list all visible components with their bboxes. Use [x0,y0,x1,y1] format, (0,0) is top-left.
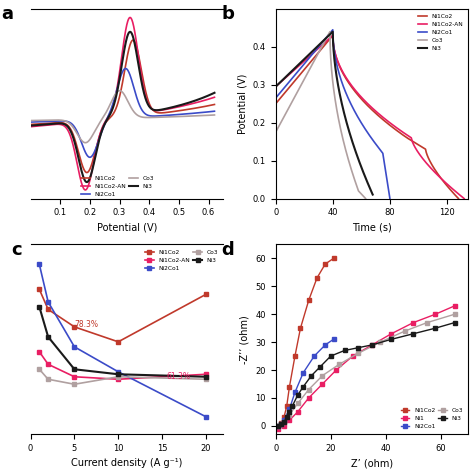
X-axis label: Potential (V): Potential (V) [97,223,157,233]
Text: 78.3%: 78.3% [74,320,99,329]
Y-axis label: -Z’’ (ohm): -Z’’ (ohm) [240,315,250,364]
Legend: Ni1Co2, Ni1Co2-AN, Ni2Co1, Co3, Ni3: Ni1Co2, Ni1Co2-AN, Ni2Co1, Co3, Ni3 [416,12,465,54]
Text: b: b [222,5,235,23]
Text: 61.3%: 61.3% [166,372,191,381]
Legend: Ni1Co2, Ni1Co2-AN, Ni2Co1, Co3, Ni3: Ni1Co2, Ni1Co2-AN, Ni2Co1, Co3, Ni3 [79,173,156,200]
X-axis label: Z’ (ohm): Z’ (ohm) [351,458,393,468]
X-axis label: Time (s): Time (s) [352,223,392,233]
Legend: Ni1Co2, Ni1Co2-AN, Ni2Co1, Co3, Ni3: Ni1Co2, Ni1Co2-AN, Ni2Co1, Co3, Ni3 [143,247,220,273]
Text: a: a [2,5,14,23]
Legend: Ni1Co2, Ni1, Ni2Co1, Co3, Ni3: Ni1Co2, Ni1, Ni2Co1, Co3, Ni3 [398,405,465,431]
Text: d: d [222,241,235,259]
X-axis label: Current density (A g⁻¹): Current density (A g⁻¹) [71,458,182,468]
Text: c: c [11,241,22,259]
Y-axis label: Potential (V): Potential (V) [237,73,247,134]
